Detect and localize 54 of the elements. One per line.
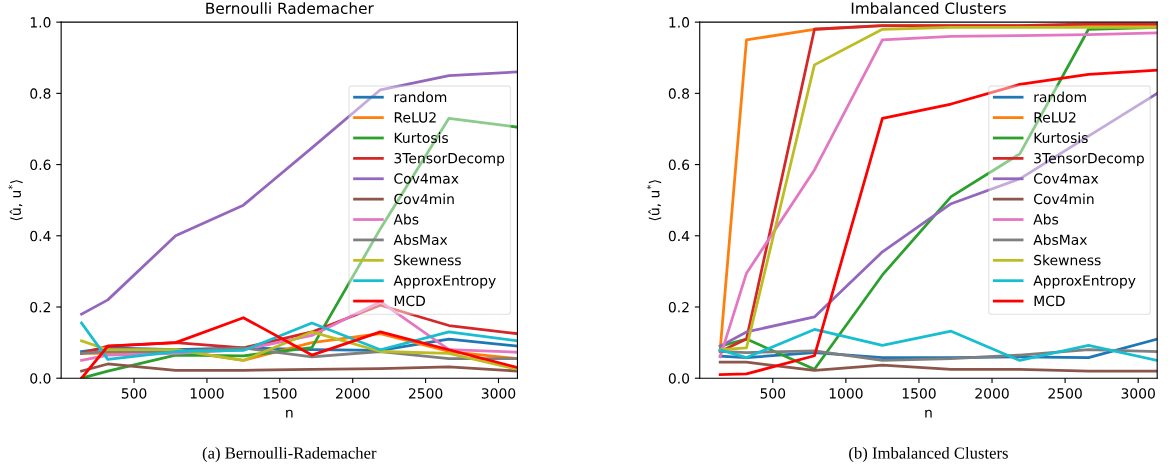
legend-label: ApproxEntropy (1033, 275, 1136, 289)
y-tick-label: 0.2 (668, 301, 689, 313)
x-tick-label: 2500 (408, 388, 443, 399)
legend-label: MCD (394, 295, 426, 307)
legend-label: MCD (1034, 295, 1065, 307)
y-tick-label: 1.0 (30, 17, 51, 28)
chart-title: Imbalanced Clusters (851, 2, 1006, 15)
legend-label: Cov4min (1033, 193, 1094, 205)
legend-label: Skewness (1034, 254, 1101, 266)
legend-label: AbsMax (1033, 234, 1088, 245)
legend-label: 3TensorDecomp (1034, 152, 1144, 167)
legend-label: ApproxEntropy (393, 275, 496, 289)
y-axis-title: ⟨û, u$^{*}$⟩ (8, 180, 23, 221)
x-tick-label: 2500 (1048, 388, 1082, 399)
x-tick-label: 2000 (336, 388, 370, 399)
legend-label: 3TensorDecomp (394, 152, 505, 167)
legend-label: Kurtosis (1034, 132, 1088, 144)
legend-label: AbsMax (393, 234, 448, 245)
y-tick-label: 0.6 (668, 159, 690, 171)
text: (a) Bernoulli-Rademacher (202, 446, 377, 463)
x-tick-label: 1000 (829, 388, 863, 399)
legend-label: Cov4max (394, 173, 459, 184)
legend-label: random (394, 91, 447, 103)
legend-label: Skewness (394, 254, 461, 266)
x-tick-label: 1500 (263, 388, 297, 399)
x-axis-title: n (286, 409, 293, 418)
legend-label: ReLU2 (1034, 112, 1076, 123)
x-axis-title: n (925, 409, 932, 418)
legend-label: Kurtosis (394, 132, 448, 144)
y-tick-label: 0.8 (30, 88, 51, 99)
y-tick-label: 0.6 (30, 159, 51, 171)
y-tick-label: 0.2 (30, 301, 51, 313)
x-tick-label: 1000 (190, 388, 224, 399)
y-tick-label: 0.0 (30, 373, 51, 384)
text: (b) Imbalanced Clusters (849, 446, 1008, 463)
legend-label: random (1034, 91, 1086, 103)
y-tick-label: 0.0 (668, 373, 690, 384)
x-tick-label: 3000 (481, 388, 516, 399)
legend-label: ReLU2 (394, 112, 436, 123)
x-tick-label: 1500 (902, 388, 936, 399)
y-axis-title: ⟨û, u$^{*}$⟩ (646, 180, 662, 221)
legend-label: Cov4max (1033, 173, 1099, 184)
x-tick-label: 500 (121, 388, 147, 399)
y-tick-label: 0.4 (30, 230, 51, 242)
legend-label: Abs (393, 213, 419, 225)
x-tick-label: 2000 (975, 388, 1009, 399)
legend-label: Cov4min (394, 193, 454, 205)
y-tick-label: 1.0 (669, 17, 690, 28)
chart-title: Bernoulli Rademacher (206, 2, 374, 15)
x-tick-label: 3000 (1121, 388, 1155, 399)
y-tick-label: 0.4 (668, 230, 690, 242)
y-tick-label: 0.8 (668, 88, 690, 99)
x-tick-label: 500 (760, 388, 786, 399)
legend-label: Abs (1033, 213, 1059, 225)
